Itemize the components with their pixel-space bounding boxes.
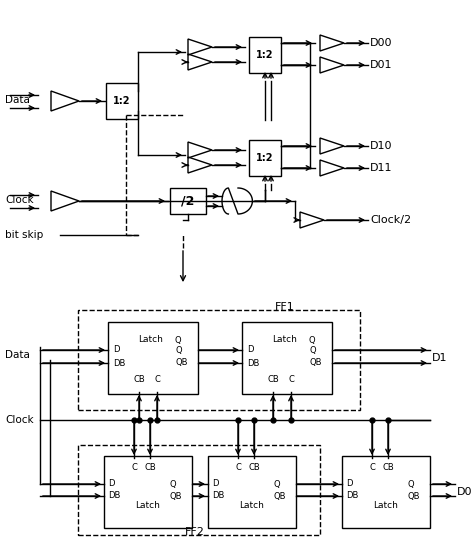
Text: Q: Q bbox=[310, 346, 317, 354]
Text: Data: Data bbox=[5, 350, 30, 360]
Text: Q: Q bbox=[408, 479, 415, 488]
Text: DB: DB bbox=[212, 492, 224, 501]
Text: QB: QB bbox=[176, 358, 189, 367]
Text: Q: Q bbox=[170, 479, 177, 488]
Text: Q: Q bbox=[176, 346, 182, 354]
Bar bbox=[249, 140, 281, 176]
Text: C: C bbox=[154, 376, 160, 385]
Bar bbox=[170, 188, 206, 214]
Bar bbox=[208, 456, 296, 528]
Text: Clock: Clock bbox=[5, 415, 34, 425]
Text: QB: QB bbox=[274, 492, 286, 501]
Bar bbox=[104, 456, 192, 528]
Text: Latch: Latch bbox=[374, 502, 399, 511]
Text: D: D bbox=[108, 479, 115, 488]
Text: C: C bbox=[235, 464, 241, 473]
Text: FF2: FF2 bbox=[185, 527, 205, 537]
Text: CB: CB bbox=[133, 376, 145, 385]
Text: Q: Q bbox=[274, 479, 281, 488]
Bar bbox=[106, 83, 138, 119]
Text: D10: D10 bbox=[370, 141, 392, 151]
Text: CB: CB bbox=[267, 376, 279, 385]
Bar bbox=[249, 37, 281, 73]
Text: DB: DB bbox=[113, 358, 126, 367]
Text: CB: CB bbox=[382, 464, 394, 473]
Text: D01: D01 bbox=[370, 60, 392, 70]
Text: FF1: FF1 bbox=[275, 302, 295, 312]
Text: D00: D00 bbox=[370, 38, 392, 48]
Bar bbox=[78, 310, 360, 410]
Text: CB: CB bbox=[144, 464, 156, 473]
Text: C: C bbox=[288, 376, 294, 385]
Text: C: C bbox=[131, 464, 137, 473]
Text: 1:2: 1:2 bbox=[256, 153, 274, 163]
Bar bbox=[242, 322, 332, 394]
Text: QB: QB bbox=[408, 492, 420, 501]
Text: Data: Data bbox=[5, 95, 30, 105]
Text: D: D bbox=[346, 479, 353, 488]
Text: D: D bbox=[113, 346, 119, 354]
Text: D: D bbox=[212, 479, 219, 488]
Text: Q: Q bbox=[309, 335, 316, 344]
Bar bbox=[342, 456, 430, 528]
Text: Latch: Latch bbox=[138, 335, 164, 344]
Text: bit skip: bit skip bbox=[5, 230, 43, 240]
Text: DB: DB bbox=[247, 358, 259, 367]
Text: DB: DB bbox=[108, 492, 120, 501]
Text: 1:2: 1:2 bbox=[113, 96, 131, 106]
Bar bbox=[108, 322, 198, 394]
Text: Latch: Latch bbox=[239, 502, 264, 511]
Text: Latch: Latch bbox=[273, 335, 298, 344]
Text: D11: D11 bbox=[370, 163, 392, 173]
Text: CB: CB bbox=[248, 464, 260, 473]
Text: DB: DB bbox=[346, 492, 358, 501]
Text: Q: Q bbox=[175, 335, 182, 344]
Text: QB: QB bbox=[310, 358, 322, 367]
Text: QB: QB bbox=[170, 492, 182, 501]
Text: D1: D1 bbox=[432, 353, 447, 363]
Text: D0: D0 bbox=[457, 487, 473, 497]
Text: Clock: Clock bbox=[5, 195, 34, 205]
Text: Latch: Latch bbox=[136, 502, 160, 511]
Text: C: C bbox=[369, 464, 375, 473]
Text: 1:2: 1:2 bbox=[256, 50, 274, 60]
Text: /2: /2 bbox=[182, 194, 195, 208]
Text: D: D bbox=[247, 346, 254, 354]
Bar bbox=[78, 445, 320, 535]
Text: Clock/2: Clock/2 bbox=[370, 215, 411, 225]
